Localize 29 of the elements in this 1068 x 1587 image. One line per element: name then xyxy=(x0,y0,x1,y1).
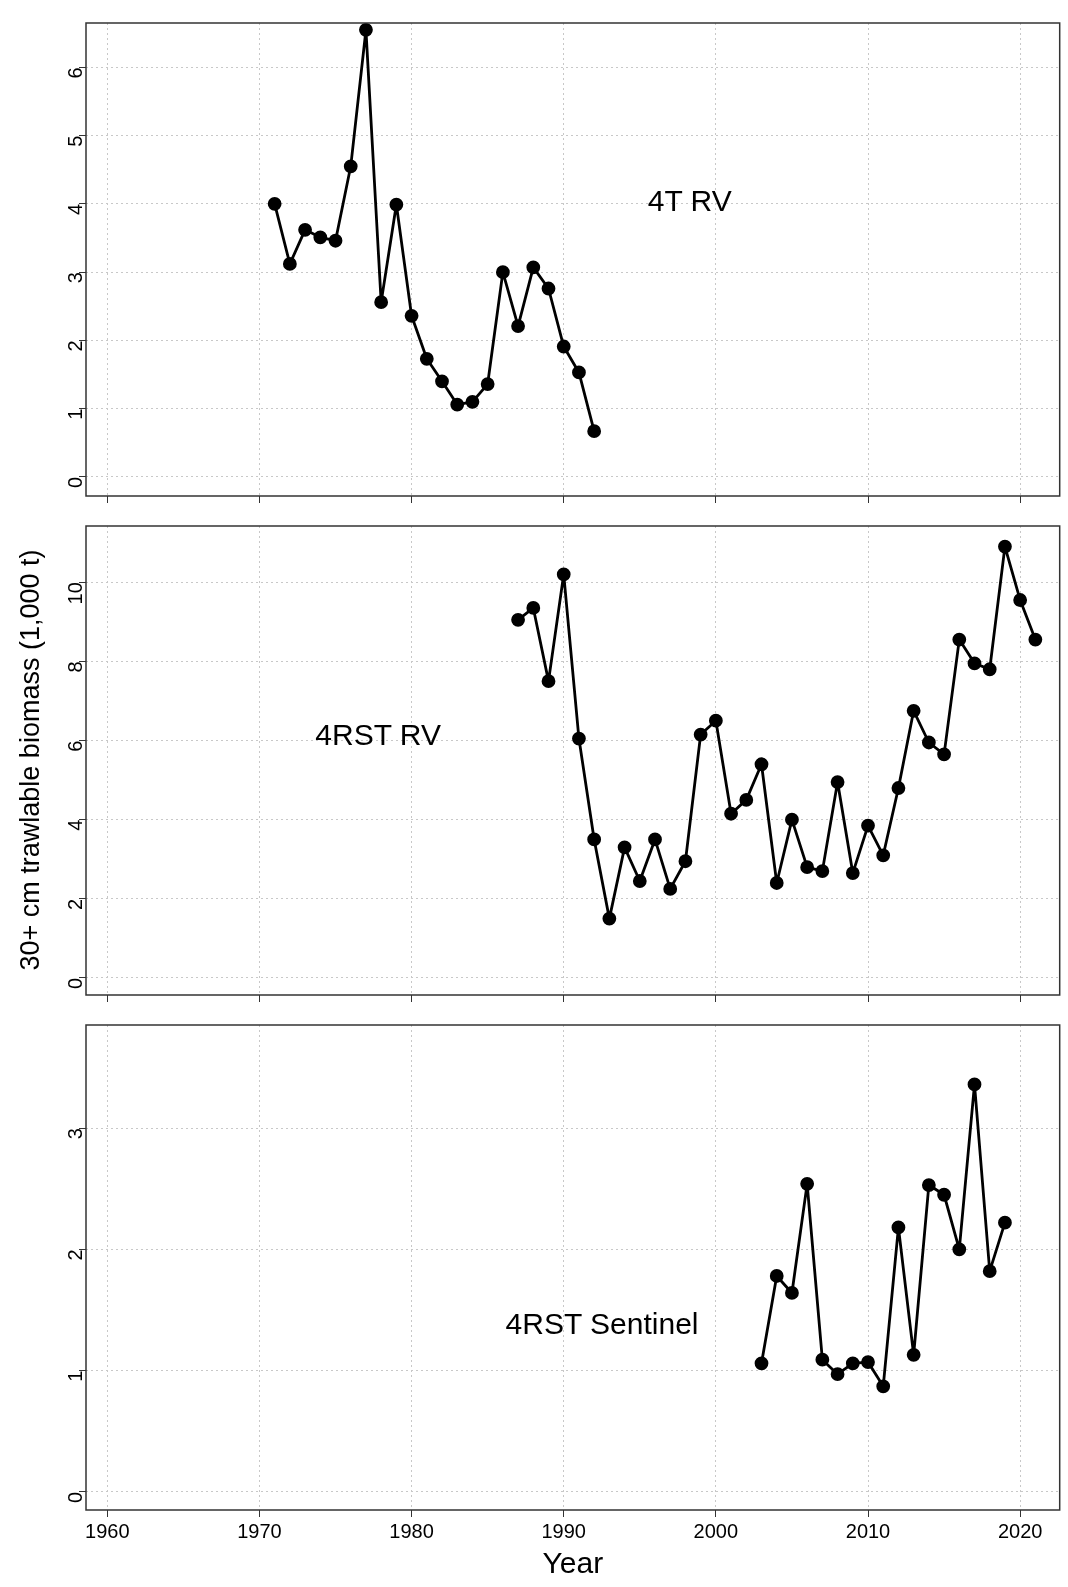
y-tick-label: 8 xyxy=(63,661,86,673)
x-tick-label: 1990 xyxy=(541,1519,586,1542)
x-tick-label: 2020 xyxy=(997,1519,1043,1542)
y-tick-label: 0 xyxy=(63,977,86,990)
y-tick-label: 3 xyxy=(63,1128,86,1140)
y-tick-label: 5 xyxy=(63,135,86,147)
y-tick-label: 1 xyxy=(63,1370,86,1382)
y-tick-label: 2 xyxy=(63,1249,86,1261)
y-tick-label: 2 xyxy=(63,898,86,910)
x-tick-label: 1960 xyxy=(85,1519,130,1542)
text: 4RST RV xyxy=(315,718,441,752)
x-axis-title: Year xyxy=(542,1546,604,1580)
y-axis-title: 30+ cm trawlable biomass (1,000 t) xyxy=(14,549,46,971)
x-tick-label: 2010 xyxy=(845,1519,891,1542)
text: 4RST Sentinel xyxy=(505,1306,699,1340)
x-tick-label: 1970 xyxy=(237,1519,282,1542)
y-tick-label: 3 xyxy=(63,272,86,284)
y-tick-label: 6 xyxy=(63,740,86,752)
y-tick-label: 2 xyxy=(63,340,86,352)
y-tick-label: 10 xyxy=(63,582,86,605)
y-tick-label: 0 xyxy=(63,476,86,489)
y-tick-label: 0 xyxy=(63,1491,86,1503)
text: 4T RV xyxy=(647,184,732,218)
x-tick-label: 2000 xyxy=(693,1519,739,1542)
y-tick-label: 6 xyxy=(63,67,86,79)
y-tick-label: 1 xyxy=(63,408,86,420)
y-tick-label: 4 xyxy=(63,203,86,215)
y-tick-label: 4 xyxy=(63,819,86,831)
x-tick-label: 1980 xyxy=(389,1519,434,1542)
